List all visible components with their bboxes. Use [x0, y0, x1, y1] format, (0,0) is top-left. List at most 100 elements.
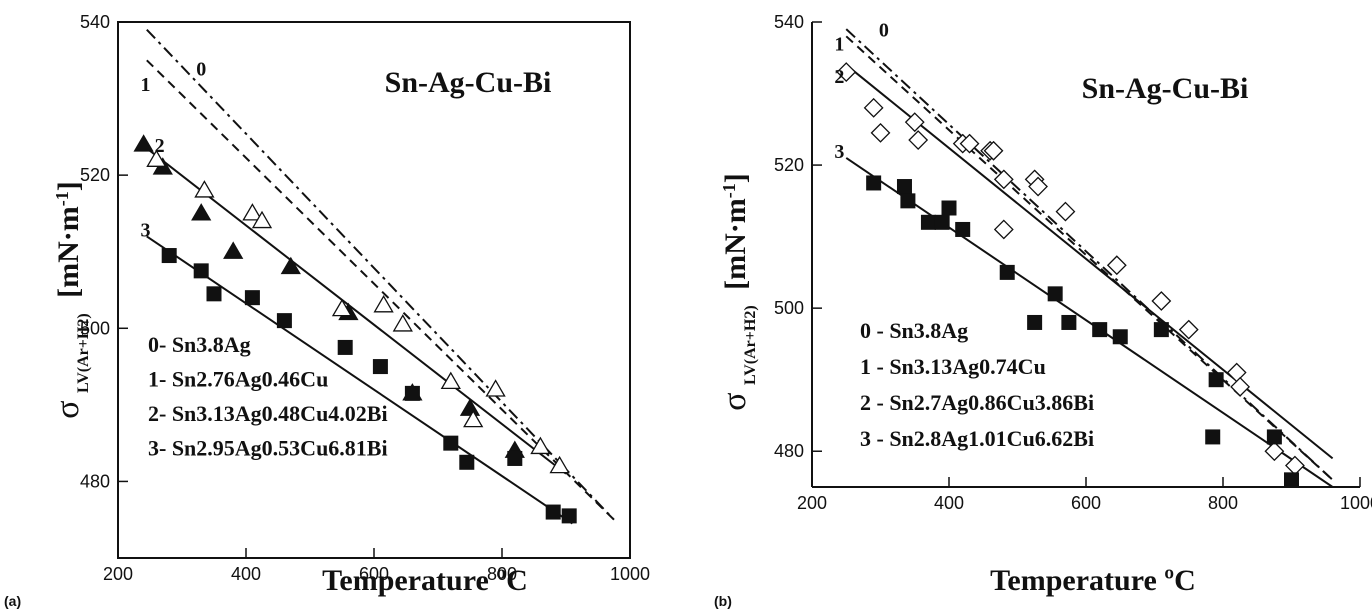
x-tick-label: 600	[1071, 493, 1101, 513]
data-point-triangle-open	[251, 210, 273, 229]
data-point-square-filled	[1092, 322, 1108, 338]
data-point-square-filled	[193, 263, 209, 279]
data-point-square-filled	[276, 313, 292, 329]
legend-entry: 2- Sn3.13Ag0.48Cu4.02Bi	[148, 401, 388, 426]
x-tick-label: 800	[1208, 493, 1238, 513]
data-point-square-filled	[1061, 314, 1077, 330]
x-tick-label: 600	[359, 564, 389, 584]
line-label-2: 2	[834, 66, 844, 88]
y-tick-label: 500	[80, 318, 110, 338]
data-point-diamond-open	[1226, 362, 1247, 383]
y-tick-label: 480	[80, 471, 110, 491]
data-point-triangle-open	[463, 409, 484, 428]
data-point-diamond-open	[993, 219, 1014, 240]
x-tick-label: 400	[231, 564, 261, 584]
plot-area	[133, 28, 615, 525]
data-point-square-filled	[545, 504, 561, 520]
fit-line-1	[845, 35, 1334, 481]
data-point-square-filled	[866, 175, 882, 191]
data-point-square-filled	[1027, 314, 1043, 330]
data-point-square-filled	[1284, 472, 1299, 487]
legend-entry: 1- Sn2.76Ag0.46Cu	[148, 367, 328, 392]
data-point-triangle-open	[194, 180, 215, 198]
data-point-diamond-open	[1106, 255, 1127, 276]
data-point-square-filled	[244, 290, 260, 306]
y-tick-label: 520	[80, 165, 110, 185]
data-point-square-filled	[161, 248, 177, 264]
y-axis-label-sub: LV(Ar+H2)	[75, 313, 92, 393]
y-axis-label: σ LV(Ar+H2) [mN·m-1]	[49, 181, 95, 419]
panel-label: (b)	[714, 593, 732, 609]
x-tick-label: 400	[934, 493, 964, 513]
data-point-triangle-filled	[459, 398, 481, 416]
data-point-square-filled	[507, 450, 523, 466]
plot-frame	[117, 21, 631, 559]
data-point-diamond-open	[836, 62, 857, 82]
data-point-square-filled	[900, 193, 916, 209]
data-point-square-filled	[561, 508, 577, 524]
y-axis-label-unit: [mN·m-1]	[52, 181, 85, 298]
plot-area	[836, 28, 1334, 487]
data-point-diamond-open	[993, 169, 1014, 190]
data-point-diamond-open	[983, 140, 1004, 161]
y-axis-label-unit: [mN·m-1]	[719, 173, 752, 290]
data-point-diamond-open	[1028, 176, 1048, 197]
y-axis-label-sub: LV(Ar+H2)	[742, 305, 759, 385]
data-point-diamond-open	[870, 122, 891, 143]
data-point-triangle-filled	[191, 203, 212, 221]
data-point-square-filled	[459, 454, 475, 470]
data-point-diamond-open	[904, 112, 925, 133]
data-point-diamond-open	[1055, 201, 1076, 222]
data-point-triangle-open	[549, 455, 570, 474]
fit-line-1	[146, 59, 615, 521]
fit-line-2	[146, 147, 567, 475]
legend-entry: 1 - Sn3.13Ag0.74Cu	[860, 354, 1046, 379]
data-point-triangle-filled	[280, 256, 301, 275]
fit-line-3	[146, 235, 573, 525]
data-point-triangle-open	[146, 149, 167, 167]
chart-title: Sn-Ag-Cu-Bi	[385, 66, 552, 99]
line-label-3: 3	[834, 141, 844, 163]
fit-line-2	[845, 64, 1334, 460]
data-point-square-filled	[206, 286, 222, 302]
data-point-square-filled	[404, 385, 420, 401]
data-point-diamond-open	[908, 130, 929, 150]
data-point-diamond-open	[863, 97, 884, 118]
y-axis-label-main: σ	[49, 400, 86, 418]
x-axis-label: Temperature ºC	[990, 564, 1196, 597]
x-tick-label: 1000	[610, 564, 650, 584]
legend-entry: 0 - Sn3.8Ag	[860, 318, 968, 343]
data-point-triangle-open	[392, 314, 413, 332]
data-point-triangle-open	[530, 436, 551, 455]
data-point-diamond-open	[959, 133, 980, 154]
line-label-1: 1	[141, 74, 151, 96]
data-point-triangle-filled	[223, 241, 244, 259]
panel-label: (a)	[4, 593, 21, 609]
x-axis-label: Temperature ºC	[322, 564, 528, 597]
line-label-1: 1	[834, 34, 844, 56]
data-point-triangle-filled	[133, 134, 154, 152]
fit-line-3	[845, 157, 1334, 487]
line-label-3: 3	[141, 219, 151, 241]
y-tick-label: 520	[774, 155, 804, 175]
legend-entry: 0- Sn3.8Ag	[148, 332, 251, 357]
data-point-diamond-open	[1178, 319, 1199, 340]
data-point-square-filled	[1047, 286, 1063, 302]
data-point-square-filled	[443, 435, 459, 451]
x-tick-label: 200	[103, 564, 133, 584]
data-point-triangle-open	[331, 298, 353, 317]
data-point-square-filled	[1205, 429, 1221, 445]
y-tick-label: 540	[80, 12, 110, 32]
data-point-triangle-open	[373, 295, 394, 313]
data-point-square-filled	[337, 339, 353, 355]
data-point-square-filled	[1153, 322, 1169, 338]
data-point-square-filled	[920, 214, 936, 230]
y-axis-label: σ LV(Ar+H2) [mN·m-1]	[716, 173, 762, 411]
y-tick-label: 480	[774, 441, 804, 461]
data-point-diamond-open	[1151, 291, 1172, 311]
x-tick-label: 200	[797, 493, 827, 513]
legend-entry: 2 - Sn2.7Ag0.86Cu3.86Bi	[860, 390, 1094, 415]
line-label-0: 0	[879, 19, 889, 41]
chart-title: Sn-Ag-Cu-Bi	[1082, 72, 1249, 105]
